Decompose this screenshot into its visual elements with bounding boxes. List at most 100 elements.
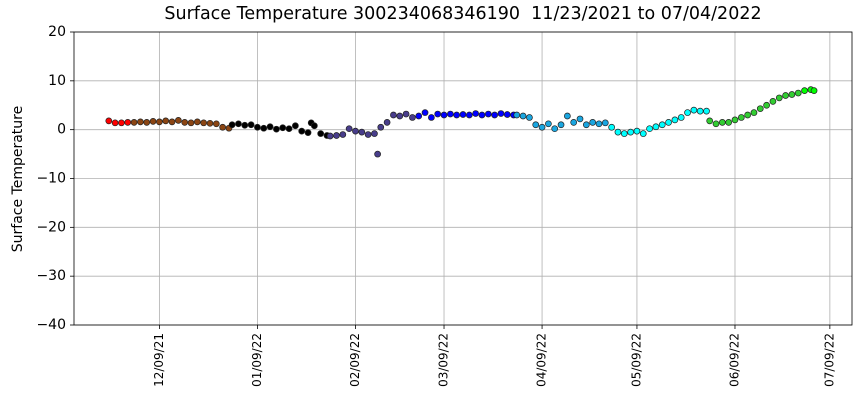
data-point	[434, 110, 442, 118]
data-point	[564, 112, 571, 120]
data-point	[538, 123, 546, 131]
data-point	[156, 118, 163, 126]
data-point	[311, 122, 318, 130]
y-tick-label: 10	[48, 73, 66, 89]
data-point	[105, 117, 113, 125]
data-point	[235, 120, 242, 128]
data-point	[326, 132, 334, 140]
data-point	[503, 111, 511, 118]
data-point	[465, 111, 473, 119]
data-point	[352, 127, 359, 135]
data-point	[118, 119, 125, 127]
data-point	[149, 118, 157, 125]
data-point	[137, 118, 144, 126]
data-point	[374, 150, 381, 158]
data-point	[440, 111, 448, 119]
data-point	[409, 114, 416, 121]
x-tick-label: 07/09/22	[822, 333, 836, 387]
data-point	[181, 118, 189, 126]
data-point	[459, 111, 467, 118]
data-point	[545, 120, 552, 128]
data-point	[130, 118, 138, 126]
data-point	[737, 114, 745, 121]
data-point	[415, 112, 423, 120]
data-point	[396, 112, 404, 120]
x-tick-label: 06/09/22	[727, 333, 741, 387]
data-point	[260, 124, 268, 132]
data-point	[601, 119, 609, 127]
data-point	[788, 91, 796, 98]
data-point	[532, 121, 540, 129]
data-point	[491, 111, 498, 119]
data-point	[696, 107, 704, 115]
data-point	[247, 121, 255, 129]
x-tick-label: 01/09/22	[250, 333, 264, 387]
y-tick-label: 0	[57, 122, 66, 138]
x-tick-label: 03/09/22	[437, 333, 451, 387]
y-tick-label: −40	[36, 317, 66, 333]
data-point	[111, 119, 119, 127]
data-point	[589, 118, 597, 126]
data-point	[526, 114, 533, 121]
data-point	[254, 123, 261, 131]
data-point	[801, 87, 808, 94]
data-point	[168, 118, 176, 126]
data-point	[744, 111, 751, 119]
data-point	[212, 120, 220, 128]
data-point	[333, 132, 340, 139]
data-point	[279, 124, 287, 132]
data-point	[658, 121, 666, 129]
data-point	[402, 110, 410, 118]
data-point	[794, 89, 802, 97]
data-point	[712, 120, 720, 128]
data-point	[285, 125, 293, 133]
x-tick-label: 02/09/22	[348, 333, 362, 387]
data-point	[298, 127, 306, 135]
data-point	[143, 118, 151, 126]
data-point	[775, 94, 783, 102]
data-point	[358, 128, 366, 136]
data-point	[228, 121, 236, 129]
data-point	[162, 117, 170, 125]
data-point	[377, 123, 385, 131]
plot-frame	[73, 31, 853, 326]
y-tick-label: −10	[36, 171, 66, 187]
x-tick-label: 12/09/21	[152, 333, 166, 387]
y-tick-label: 20	[48, 24, 66, 40]
data-point	[206, 119, 214, 127]
data-point	[513, 111, 521, 119]
data-point	[484, 110, 492, 118]
data-point	[725, 118, 733, 126]
data-point	[570, 118, 578, 126]
data-point	[718, 118, 726, 126]
data-point	[665, 118, 672, 126]
data-point	[421, 109, 429, 116]
data-point	[608, 123, 615, 131]
data-point	[519, 112, 527, 120]
data-point	[428, 114, 435, 121]
data-point	[551, 125, 559, 133]
data-point	[472, 110, 480, 117]
data-point	[576, 115, 584, 123]
y-tick-label: −30	[36, 268, 66, 284]
data-point	[627, 128, 634, 136]
data-point	[124, 118, 132, 126]
data-point	[763, 101, 770, 109]
chart-title: Surface Temperature 300234068346190 11/2…	[164, 4, 761, 24]
data-point	[706, 117, 714, 125]
data-point	[187, 119, 195, 127]
data-point	[175, 117, 182, 124]
data-point	[595, 120, 603, 128]
data-point	[731, 116, 739, 124]
data-point	[690, 106, 698, 114]
data-point	[241, 121, 249, 129]
x-tick-label: 05/09/22	[629, 333, 643, 387]
data-point	[614, 128, 622, 136]
data-point	[317, 130, 325, 137]
data-point	[292, 122, 299, 130]
data-point	[582, 121, 590, 129]
data-point	[345, 125, 353, 133]
data-point	[810, 87, 818, 94]
data-point	[756, 105, 764, 113]
